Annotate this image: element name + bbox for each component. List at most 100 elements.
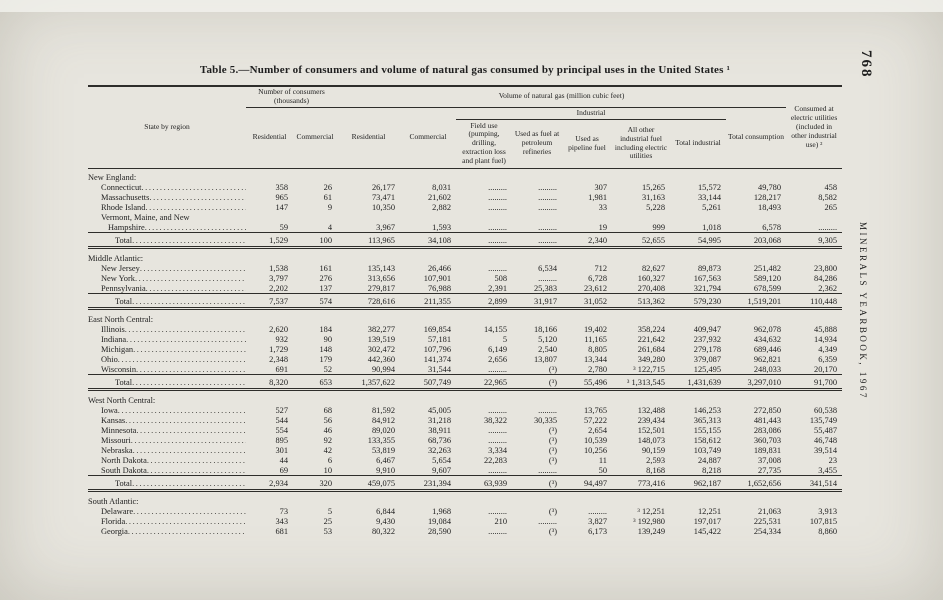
value-cell: 33: [598, 203, 607, 212]
value-cell: 84,912: [371, 415, 395, 425]
value-cell: 23,612: [583, 283, 607, 293]
value-cell: 965: [275, 193, 288, 202]
value-cell: 254,334: [753, 526, 782, 536]
value-cell: 139,249: [637, 526, 665, 536]
section-row: Middle Atlantic:: [88, 248, 842, 264]
value-cell: .........: [488, 526, 507, 536]
value-cell: 52: [323, 364, 332, 374]
dot-leader: ........................................…: [124, 324, 246, 334]
value-cell: 152,501: [637, 425, 665, 435]
value-cell: 6: [327, 455, 332, 465]
table-row: Massachusetts...........................…: [88, 193, 842, 203]
value-cell: (³): [548, 364, 557, 374]
state-label: Ohio....................................…: [88, 354, 246, 364]
value-cell: 6,173: [588, 526, 607, 536]
value-cell: 1,431,639: [670, 374, 726, 392]
dot-leader: ........................................…: [139, 263, 246, 273]
value-cell: ³ 1,313,545: [612, 374, 670, 392]
value-cell: 251,482: [753, 263, 782, 273]
value-cell: 45,005: [427, 405, 451, 415]
value-cell: 508: [494, 273, 507, 283]
value-cell: 63,939: [456, 475, 512, 493]
value-cell: 283,086: [753, 425, 782, 435]
value-cell: 45,888: [814, 324, 838, 334]
table-row: New York................................…: [88, 273, 842, 283]
value-cell: .........: [488, 465, 507, 475]
value-cell: 110,448: [786, 293, 843, 311]
value-cell: 38,911: [428, 425, 451, 435]
value-cell: (³): [548, 506, 557, 516]
value-cell: 49,780: [758, 183, 782, 192]
value-cell: 231,394: [400, 475, 456, 493]
header-state-by-region: State by region: [88, 86, 246, 169]
value-cell: 5,120: [538, 334, 557, 344]
value-cell: 1,529: [246, 232, 293, 250]
value-cell: .........: [488, 222, 507, 232]
page-number: 768: [858, 50, 874, 79]
value-cell: ³ 122,715: [633, 364, 665, 374]
header-commercial-volume: Commercial: [400, 107, 456, 169]
value-cell: 302,472: [367, 344, 395, 354]
value-cell: 21,602: [427, 193, 451, 202]
value-cell: 962,078: [753, 324, 782, 334]
value-cell: 135,749: [809, 415, 838, 425]
dot-leader: ........................................…: [146, 455, 246, 465]
table-row: Ohio....................................…: [88, 354, 842, 364]
value-cell: .........: [456, 232, 512, 250]
value-cell: 221,642: [637, 334, 665, 344]
value-cell: 145,422: [693, 526, 721, 536]
total-row: Total...................................…: [88, 475, 843, 493]
value-cell: (³): [548, 425, 557, 435]
value-cell: 773,416: [612, 475, 670, 493]
value-cell: 6,534: [538, 263, 557, 273]
value-cell: 26,177: [371, 183, 395, 192]
value-cell: 8,168: [646, 465, 665, 475]
value-cell: 26: [323, 183, 332, 192]
value-cell: 1,519,201: [726, 293, 787, 311]
value-cell: 26,466: [427, 263, 451, 273]
value-cell: 313,656: [367, 273, 395, 283]
value-cell: 9: [327, 203, 332, 212]
table-row: New Jersey..............................…: [88, 263, 842, 273]
value-cell: 481,443: [753, 415, 782, 425]
state-label: Delaware................................…: [88, 506, 246, 516]
value-cell: 52,655: [612, 232, 670, 250]
state-label: Rhode Island............................…: [88, 203, 246, 213]
value-cell: 210: [494, 516, 507, 526]
value-cell: 107,901: [423, 273, 451, 283]
value-cell: 90: [323, 334, 332, 344]
table-title: Table 5.—Number of consumers and volume …: [199, 64, 731, 76]
table-row: Georgia.................................…: [88, 526, 842, 536]
value-cell: 60,538: [814, 405, 838, 415]
state-label: Georgia.................................…: [88, 526, 246, 536]
value-cell: 89,020: [371, 425, 395, 435]
natural-gas-table: State by region Number of consumers (tho…: [88, 85, 843, 536]
value-cell: 962,821: [753, 354, 782, 364]
value-cell: 248,033: [753, 364, 782, 374]
value-cell: 8,031: [432, 183, 451, 192]
value-cell: 365,313: [693, 415, 721, 425]
value-cell: 19,084: [427, 516, 451, 526]
value-cell: 4,349: [818, 344, 838, 354]
value-cell: 678,599: [753, 283, 782, 293]
state-label: Iowa....................................…: [88, 405, 246, 415]
dot-leader: ........................................…: [141, 183, 246, 192]
total-row: Total...................................…: [88, 293, 843, 311]
dot-leader: ........................................…: [146, 465, 246, 475]
value-cell: 179: [319, 354, 332, 364]
total-row: Total...................................…: [88, 232, 843, 250]
value-cell: 507,749: [400, 374, 456, 392]
value-cell: .........: [538, 273, 557, 283]
value-cell: .........: [488, 435, 507, 445]
section-row: New England:: [88, 168, 842, 183]
value-cell: 527: [275, 405, 288, 415]
value-cell: 2,593: [646, 455, 665, 465]
value-cell: 8,860: [818, 526, 838, 536]
value-cell: 141,374: [423, 354, 451, 364]
value-cell: 57,181: [427, 334, 451, 344]
table-row: Minnesota...............................…: [88, 425, 842, 435]
value-cell: 8,320: [246, 374, 293, 392]
value-cell: (³): [548, 445, 557, 455]
value-cell: 68: [323, 405, 332, 415]
value-cell: 28,590: [427, 526, 451, 536]
